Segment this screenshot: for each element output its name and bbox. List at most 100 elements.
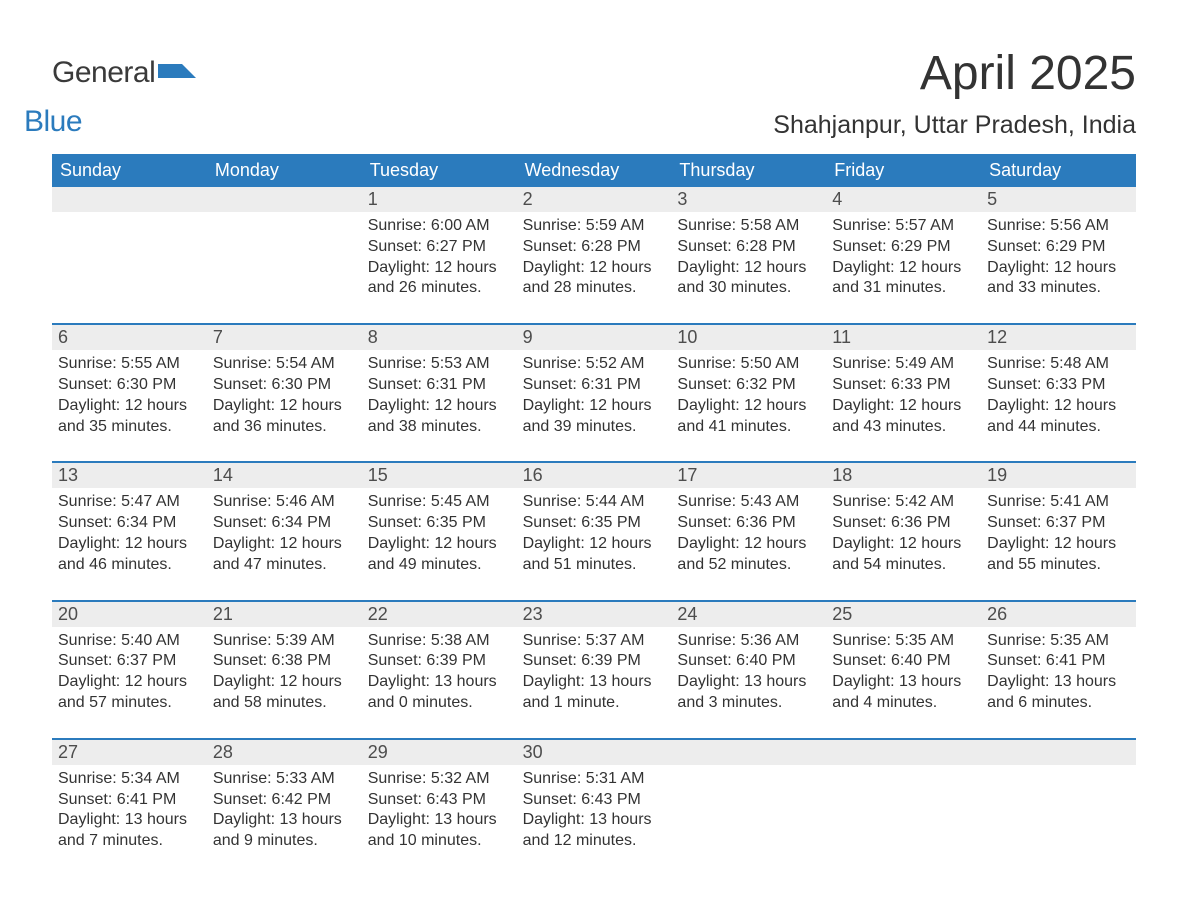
daylight-text-line2: and 54 minutes. [832,555,975,576]
sunrise-text: Sunrise: 5:41 AM [987,492,1130,513]
calendar-cell: Sunrise: 5:48 AMSunset: 6:33 PMDaylight:… [981,350,1136,461]
date-number: 4 [826,187,981,212]
daylight-text-line2: and 39 minutes. [523,417,666,438]
daylight-text-line2: and 55 minutes. [987,555,1130,576]
title-block: April 2025 Shahjanpur, Uttar Pradesh, In… [773,20,1136,140]
calendar-cell: Sunrise: 5:34 AMSunset: 6:41 PMDaylight:… [52,765,207,876]
daylight-text-line2: and 52 minutes. [677,555,820,576]
date-number: 1 [362,187,517,212]
daylight-text-line2: and 33 minutes. [987,278,1130,299]
sunset-text: Sunset: 6:35 PM [368,513,511,534]
sunrise-text: Sunrise: 5:38 AM [368,631,511,652]
date-number: 23 [517,602,672,627]
sunset-text: Sunset: 6:37 PM [987,513,1130,534]
weeks-container: 1 23 45 Sunrise: 6:00 AMSunset: 6:27 PMDayl… [52,187,1136,876]
daylight-text-line1: Daylight: 12 hours [523,534,666,555]
calendar-cell: Sunrise: 5:46 AMSunset: 6:34 PMDaylight:… [207,488,362,599]
date-number-row: 6789101112 [52,325,1136,350]
daylight-text-line1: Daylight: 13 hours [523,672,666,693]
daylight-text-line2: and 35 minutes. [58,417,201,438]
daylight-text-line1: Daylight: 12 hours [832,534,975,555]
day-header-row: Sunday Monday Tuesday Wednesday Thursday… [52,154,1136,187]
daylight-text-line2: and 38 minutes. [368,417,511,438]
daylight-text-line1: Daylight: 12 hours [987,534,1130,555]
daylight-text-line1: Daylight: 12 hours [58,396,201,417]
sunset-text: Sunset: 6:33 PM [832,375,975,396]
sunrise-text: Sunrise: 5:58 AM [677,216,820,237]
date-number: 21 [207,602,362,627]
daylight-text-line2: and 3 minutes. [677,693,820,714]
calendar-cell: Sunrise: 5:50 AMSunset: 6:32 PMDaylight:… [671,350,826,461]
calendar-cell: Sunrise: 5:31 AMSunset: 6:43 PMDaylight:… [517,765,672,876]
date-number: 8 [362,325,517,350]
sunrise-text: Sunrise: 5:37 AM [523,631,666,652]
sunrise-text: Sunrise: 5:48 AM [987,354,1130,375]
sunrise-text: Sunrise: 5:35 AM [987,631,1130,652]
daylight-text-line2: and 1 minute. [523,693,666,714]
sunrise-text: Sunrise: 5:44 AM [523,492,666,513]
calendar-cell [52,212,207,323]
calendar-week: 27282930Sunrise: 5:34 AMSunset: 6:41 PMD… [52,738,1136,876]
daylight-text-line2: and 30 minutes. [677,278,820,299]
date-number: 11 [826,325,981,350]
date-number: 27 [52,740,207,765]
daylight-text-line2: and 9 minutes. [213,831,356,852]
sunrise-text: Sunrise: 5:53 AM [368,354,511,375]
daylight-text-line1: Daylight: 12 hours [368,534,511,555]
daylight-text-line2: and 57 minutes. [58,693,201,714]
daylight-text-line1: Daylight: 12 hours [832,396,975,417]
page-title: April 2025 [773,46,1136,101]
date-number: 20 [52,602,207,627]
calendar-cell [981,765,1136,876]
calendar-cell: Sunrise: 5:39 AMSunset: 6:38 PMDaylight:… [207,627,362,738]
daylight-text-line1: Daylight: 13 hours [368,810,511,831]
sunset-text: Sunset: 6:41 PM [987,651,1130,672]
date-number: 15 [362,463,517,488]
sunset-text: Sunset: 6:29 PM [987,237,1130,258]
sunrise-text: Sunrise: 5:34 AM [58,769,201,790]
calendar-cell: Sunrise: 5:59 AMSunset: 6:28 PMDaylight:… [517,212,672,323]
calendar-cell: Sunrise: 5:57 AMSunset: 6:29 PMDaylight:… [826,212,981,323]
calendar-cell: Sunrise: 5:35 AMSunset: 6:41 PMDaylight:… [981,627,1136,738]
daylight-text-line1: Daylight: 13 hours [523,810,666,831]
calendar-cell [207,212,362,323]
daylight-text-line1: Daylight: 12 hours [368,258,511,279]
calendar: Sunday Monday Tuesday Wednesday Thursday… [52,154,1136,876]
calendar-cell: Sunrise: 5:33 AMSunset: 6:42 PMDaylight:… [207,765,362,876]
calendar-cell: Sunrise: 5:37 AMSunset: 6:39 PMDaylight:… [517,627,672,738]
sunset-text: Sunset: 6:33 PM [987,375,1130,396]
daylight-text-line2: and 49 minutes. [368,555,511,576]
day-name-mon: Monday [207,154,362,187]
calendar-cell: Sunrise: 6:00 AMSunset: 6:27 PMDaylight:… [362,212,517,323]
calendar-cell: Sunrise: 5:56 AMSunset: 6:29 PMDaylight:… [981,212,1136,323]
date-number: 7 [207,325,362,350]
calendar-week: 6789101112Sunrise: 5:55 AMSunset: 6:30 P… [52,323,1136,461]
day-name-fri: Friday [826,154,981,187]
sunset-text: Sunset: 6:34 PM [213,513,356,534]
sunset-text: Sunset: 6:28 PM [677,237,820,258]
calendar-cell [826,765,981,876]
date-number [671,740,826,765]
date-number: 16 [517,463,672,488]
daylight-text-line2: and 0 minutes. [368,693,511,714]
date-number: 19 [981,463,1136,488]
sunset-text: Sunset: 6:42 PM [213,790,356,811]
date-number: 5 [981,187,1136,212]
sunset-text: Sunset: 6:27 PM [368,237,511,258]
calendar-cell: Sunrise: 5:41 AMSunset: 6:37 PMDaylight:… [981,488,1136,599]
logo-part2: Blue [24,105,82,138]
daylight-text-line2: and 10 minutes. [368,831,511,852]
daylight-text-line1: Daylight: 12 hours [677,396,820,417]
daylight-text-line1: Daylight: 12 hours [832,258,975,279]
sunset-text: Sunset: 6:32 PM [677,375,820,396]
header-row: General Blue April 2025 Shahjanpur, Utta… [52,20,1136,140]
daylight-text-line1: Daylight: 13 hours [213,810,356,831]
daylight-text-line1: Daylight: 12 hours [677,534,820,555]
sunset-text: Sunset: 6:43 PM [368,790,511,811]
logo-text-group: General Blue [52,56,196,125]
sunrise-text: Sunrise: 5:47 AM [58,492,201,513]
calendar-cell: Sunrise: 5:44 AMSunset: 6:35 PMDaylight:… [517,488,672,599]
sunrise-text: Sunrise: 5:50 AM [677,354,820,375]
sunrise-text: Sunrise: 5:36 AM [677,631,820,652]
sunset-text: Sunset: 6:34 PM [58,513,201,534]
